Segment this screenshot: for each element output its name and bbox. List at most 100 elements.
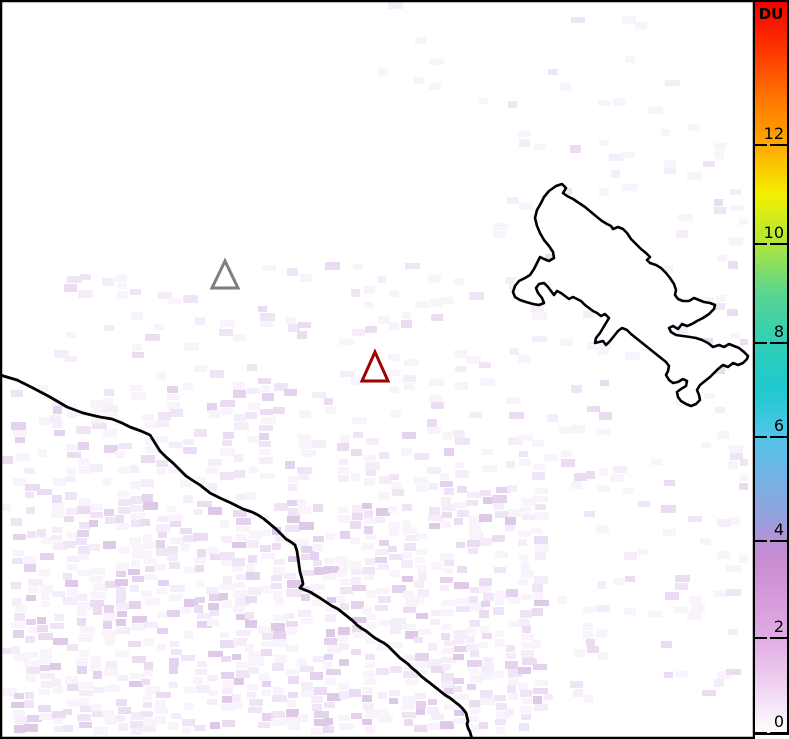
data-pixel (466, 644, 479, 651)
data-pixel (141, 455, 155, 463)
data-pixel (414, 637, 423, 643)
data-pixel (260, 313, 275, 321)
data-pixel (496, 711, 511, 719)
data-pixel (402, 504, 412, 511)
colorbar: 12 10 8 6 4 2 0 DU (753, 0, 789, 735)
data-pixel (431, 402, 444, 409)
data-pixel (262, 681, 271, 687)
data-pixel (535, 512, 549, 520)
data-pixel (298, 714, 308, 722)
data-pixel (2, 648, 16, 654)
data-pixel (261, 649, 272, 656)
colorbar-tick-line (769, 342, 787, 344)
data-pixel (64, 516, 74, 522)
data-pixel (232, 654, 241, 660)
data-pixel (675, 671, 688, 677)
data-pixel (596, 605, 610, 612)
data-pixel (375, 605, 388, 611)
data-pixel (158, 412, 171, 420)
data-pixel (323, 726, 334, 733)
data-pixel (222, 688, 233, 694)
data-pixel (418, 629, 431, 635)
data-pixel (599, 468, 608, 476)
data-pixel (210, 554, 224, 560)
data-pixel (287, 628, 297, 635)
data-pixel (232, 566, 243, 572)
data-pixel (11, 702, 26, 708)
data-pixel (340, 435, 350, 443)
data-pixel (688, 124, 700, 131)
data-pixel (505, 709, 514, 715)
data-pixel (246, 572, 260, 580)
data-pixel (28, 627, 39, 633)
data-pixel (297, 331, 307, 339)
data-pixel (300, 570, 314, 576)
data-pixel (258, 378, 271, 384)
data-pixel (235, 598, 250, 606)
data-pixel (206, 587, 219, 594)
data-pixel (170, 521, 181, 527)
data-pixel (260, 409, 273, 415)
data-pixel (260, 545, 271, 552)
data-pixel (531, 304, 544, 312)
data-pixel (143, 694, 152, 701)
data-pixel (443, 432, 452, 440)
data-pixel (454, 710, 464, 716)
data-pixel (246, 412, 257, 419)
data-pixel (414, 725, 428, 732)
data-pixel (535, 504, 546, 510)
data-pixel (728, 461, 738, 469)
data-pixel (520, 610, 532, 618)
data-pixel (37, 529, 46, 537)
data-pixel (297, 467, 312, 474)
data-pixel (326, 605, 337, 612)
data-pixel (324, 398, 333, 405)
data-pixel (535, 544, 549, 552)
data-pixel (717, 519, 731, 527)
data-pixel (403, 527, 417, 534)
data-pixel (431, 666, 444, 673)
data-pixel (518, 531, 531, 537)
data-pixel (297, 539, 309, 546)
data-pixel (301, 554, 312, 560)
data-pixel (197, 501, 212, 507)
data-pixel (740, 459, 748, 466)
data-pixel (613, 578, 624, 585)
data-pixel (493, 607, 504, 615)
data-pixel (470, 603, 485, 611)
data-pixel (63, 709, 72, 715)
data-pixel (39, 417, 51, 425)
data-pixel (534, 704, 548, 711)
data-pixel (431, 562, 442, 570)
data-pixel (480, 378, 495, 386)
data-pixel (288, 484, 297, 491)
data-pixel (351, 577, 361, 585)
data-pixel (285, 613, 295, 619)
data-pixel (287, 500, 298, 506)
data-pixel (429, 395, 442, 403)
data-pixel (417, 549, 427, 555)
data-pixel (232, 542, 246, 548)
data-pixel (26, 675, 36, 682)
data-pixel (157, 292, 172, 299)
data-pixel (453, 678, 464, 684)
data-pixel (340, 603, 349, 610)
data-pixel (715, 151, 724, 159)
data-pixel (548, 69, 558, 75)
data-pixel (221, 536, 232, 543)
data-pixel (222, 720, 235, 727)
data-pixel (339, 691, 351, 699)
data-pixel (730, 453, 743, 460)
data-pixel (76, 658, 88, 666)
data-pixel (156, 692, 171, 698)
data-pixel (79, 650, 89, 657)
data-pixel (441, 497, 451, 505)
data-pixel (144, 558, 157, 564)
data-pixel (442, 624, 452, 630)
data-pixel (469, 516, 482, 524)
data-pixel (193, 509, 203, 515)
data-pixel (522, 658, 537, 665)
data-pixel (389, 530, 399, 536)
data-pixel (261, 417, 276, 424)
